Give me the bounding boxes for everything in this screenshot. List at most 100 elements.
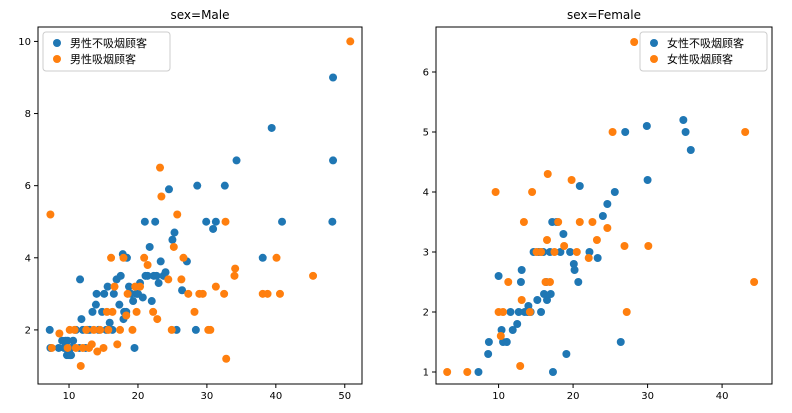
male-point-smoker [167, 325, 176, 334]
female-point-non-smoker [516, 278, 525, 286]
male-point-non-smoker [154, 279, 163, 288]
male-point-non-smoker [168, 235, 177, 244]
male-point-non-smoker [67, 351, 76, 360]
female-point-non-smoker [643, 176, 652, 184]
male-point-smoker [190, 307, 199, 316]
male-point-non-smoker [138, 293, 147, 302]
female-point-non-smoker [574, 278, 583, 286]
male-point-smoker [153, 315, 162, 324]
male-x-tick-label: 50 [338, 391, 351, 402]
female-point-smoker [499, 308, 508, 316]
female-point-smoker [560, 242, 569, 250]
male-point-smoker [108, 307, 117, 316]
male-y-tick-label: 4 [25, 253, 31, 264]
female-point-smoker [630, 38, 639, 46]
male-point-smoker [102, 307, 111, 316]
male-point-non-smoker [54, 343, 63, 352]
female-y-tick-label: 4 [423, 188, 429, 199]
male-point-smoker [113, 340, 122, 349]
female-legend-label: 女性吸烟顾客 [667, 52, 733, 66]
female-x-tick-label: 20 [567, 391, 580, 402]
female-legend-marker [650, 55, 658, 63]
female-point-non-smoker [514, 308, 523, 316]
female-point-non-smoker [474, 368, 483, 376]
female-point-smoker [496, 332, 505, 340]
male-point-non-smoker [328, 217, 337, 226]
male-point-non-smoker [220, 181, 229, 190]
male-point-smoker [136, 282, 145, 291]
female-point-non-smoker [506, 308, 515, 316]
female-point-smoker [622, 308, 631, 316]
female-point-smoker [584, 254, 593, 262]
male-legend-label: 男性吸烟顾客 [70, 52, 136, 66]
male-point-non-smoker [161, 268, 170, 277]
male-point-non-smoker [109, 289, 118, 298]
male-point-non-smoker [92, 289, 101, 298]
male-point-smoker [157, 192, 166, 201]
male-point-smoker [263, 289, 272, 298]
female-point-smoker [491, 188, 500, 196]
female-point-non-smoker [562, 350, 571, 358]
female-point-smoker [443, 368, 452, 376]
male-chart-title: sex=Male [170, 8, 229, 22]
male-y-tick-label: 10 [18, 37, 31, 48]
male-series-smoker [46, 37, 355, 370]
female-series-non-smoker [474, 116, 695, 376]
female-point-non-smoker [533, 296, 542, 304]
male-point-smoker [173, 210, 182, 219]
male-point-non-smoker [115, 300, 124, 309]
male-point-non-smoker [124, 282, 133, 291]
male-point-non-smoker [211, 217, 220, 226]
female-point-smoker [543, 236, 552, 244]
male-point-non-smoker [209, 224, 218, 233]
male-x-tick-label: 20 [132, 391, 145, 402]
female-y-tick-label: 6 [423, 68, 429, 79]
male-legend-label: 男性不吸烟顾客 [70, 36, 147, 50]
male-point-smoker [156, 163, 165, 172]
male-point-smoker [230, 271, 239, 280]
female-point-smoker [572, 248, 581, 256]
male-series-non-smoker [45, 73, 338, 360]
male-point-smoker [220, 289, 229, 298]
female-point-non-smoker [546, 290, 555, 298]
male-point-smoker [47, 343, 56, 352]
female-point-smoker [603, 224, 612, 232]
male-point-smoker [96, 325, 105, 334]
male-x-tick-label: 30 [201, 391, 214, 402]
male-point-smoker [140, 253, 149, 262]
female-point-non-smoker [610, 188, 619, 196]
male-point-non-smoker [152, 271, 161, 280]
male-point-non-smoker [191, 325, 200, 334]
female-point-non-smoker [502, 338, 511, 346]
male-point-smoker [116, 325, 125, 334]
female-point-non-smoker [524, 302, 533, 310]
male-legend-box [42, 31, 171, 72]
male-point-smoker [198, 289, 207, 298]
male-point-smoker [309, 271, 318, 280]
male-point-smoker [184, 289, 193, 298]
male-point-smoker [55, 329, 64, 338]
male-point-non-smoker [232, 156, 241, 165]
female-point-non-smoker [575, 182, 584, 190]
female-point-non-smoker [548, 368, 557, 376]
male-point-non-smoker [267, 123, 276, 132]
male-point-non-smoker [202, 217, 211, 226]
female-point-non-smoker [679, 116, 688, 124]
female-x-tick-label: 40 [716, 391, 729, 402]
male-y-tick-label: 6 [25, 181, 31, 192]
male-point-smoker [149, 307, 158, 316]
female-point-non-smoker [537, 308, 546, 316]
female-point-non-smoker [686, 146, 695, 154]
male-point-smoker [89, 325, 98, 334]
female-x-tick-label: 30 [641, 391, 654, 402]
male-point-non-smoker [258, 253, 267, 262]
female-point-non-smoker [585, 248, 594, 256]
male-legend-marker [53, 39, 61, 47]
male-point-non-smoker [129, 297, 138, 306]
female-point-smoker [575, 218, 584, 226]
male-point-smoker [231, 264, 240, 273]
female-point-non-smoker [569, 260, 578, 268]
